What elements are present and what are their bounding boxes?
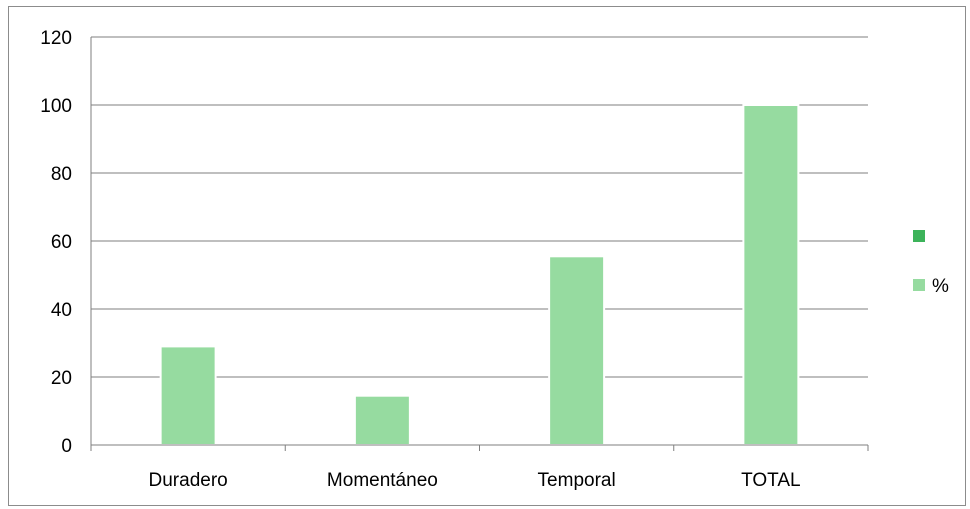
- bar-momentáneo: [353, 394, 411, 447]
- legend-label: %: [932, 276, 949, 297]
- legend: %: [913, 230, 949, 297]
- gridlines: [91, 36, 868, 378]
- x-category-label: TOTAL: [741, 470, 800, 491]
- y-tick-label: 60: [51, 232, 72, 253]
- y-tick-label: 0: [61, 436, 72, 457]
- x-category-label: Temporal: [538, 470, 616, 491]
- axes: 0 20 40 60 80 100 120 Duradero Momentáneo Tempora…: [40, 28, 869, 491]
- legend-swatch: [913, 279, 925, 291]
- y-tick-label: 20: [51, 368, 72, 389]
- y-tick-label: 40: [51, 300, 72, 321]
- y-tick-label: 80: [51, 164, 72, 185]
- bars: [159, 104, 800, 447]
- bar-duradero: [159, 345, 217, 446]
- y-tick-label: 120: [40, 28, 72, 49]
- x-category-label: Duradero: [149, 470, 228, 491]
- bar-temporal: [548, 255, 606, 446]
- bar-total: [742, 104, 800, 446]
- x-category-label: Momentáneo: [327, 470, 438, 491]
- legend-swatch: [913, 230, 925, 242]
- y-tick-label: 100: [40, 96, 72, 117]
